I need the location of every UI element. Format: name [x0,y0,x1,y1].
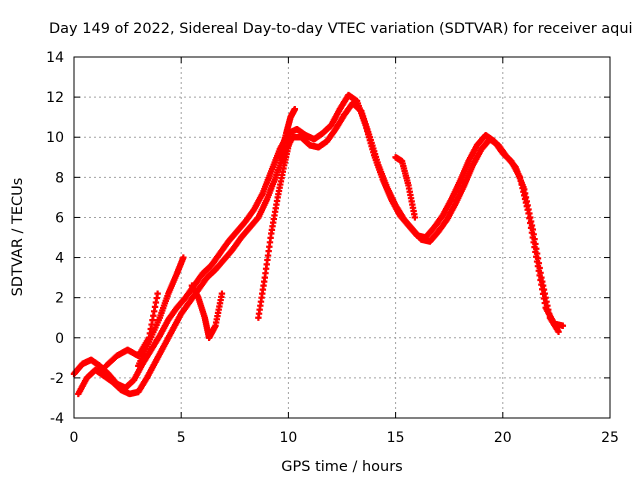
data-point [180,254,187,261]
data-point [411,214,419,221]
x-tick-label: 5 [177,430,186,446]
plot-frame [73,56,611,419]
y-tick-label: 14 [46,50,64,66]
y-tick-label: 8 [55,170,64,186]
data-point [218,290,226,297]
data-point [287,134,294,141]
y-tick-label: 2 [55,291,64,307]
x-tick-label: 15 [387,430,405,446]
x-tick-label: 25 [601,430,619,446]
y-tick-label: 10 [46,130,64,146]
data-point [559,322,567,329]
series-early-branch-b [135,254,187,370]
data-point [555,328,562,335]
data-point [154,290,161,297]
y-tick-label: 12 [46,90,64,106]
x-axis-ticks: 0 5 10 15 20 25 [70,57,619,446]
chart-title: Day 149 of 2022, Sidereal Day-to-day VTE… [49,21,633,37]
y-axis-ticks: -4 -2 0 2 4 6 8 10 12 14 [46,50,610,427]
series-secondary-trace [75,99,562,398]
y-axis-label: SDTVAR / TECUs [10,178,26,297]
y-tick-label: -4 [50,411,64,427]
data-points [70,91,567,398]
x-tick-label: 20 [494,430,512,446]
data-point [291,105,299,113]
series-bump-branch-f [392,154,419,221]
y-tick-label: 0 [55,331,64,347]
x-axis-label: GPS time / hours [281,459,402,475]
series-peak-spike-e [276,105,299,161]
x-tick-label: 0 [70,430,79,446]
series-dip-branch-c [188,282,226,341]
y-tick-label: 4 [55,251,64,267]
x-tick-label: 10 [279,430,297,446]
y-tick-label: -2 [50,371,64,387]
series-late-branch-d [255,134,294,321]
y-tick-label: 6 [55,210,64,226]
